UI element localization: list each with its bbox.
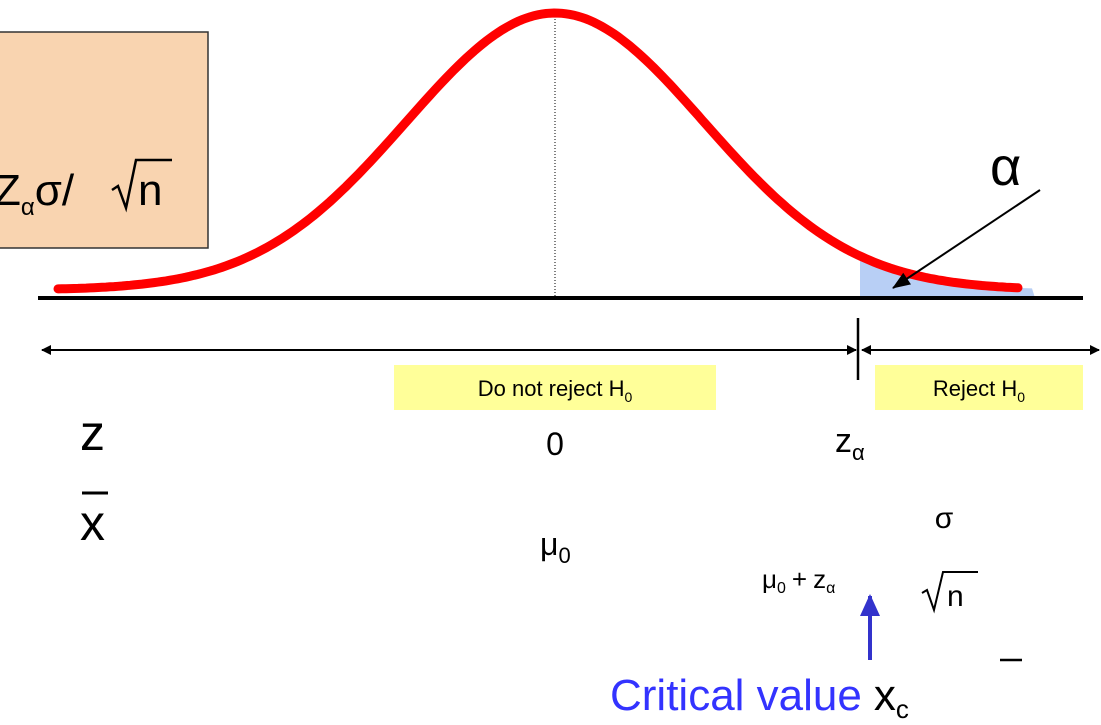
z-axis-label: z (80, 405, 105, 461)
box-radicand: n (138, 166, 162, 215)
alpha-pointer (892, 189, 1041, 289)
critical-sub: c (896, 694, 909, 724)
mu0-sub: 0 (558, 543, 570, 568)
critical-label: Critical value xc (610, 671, 909, 724)
cf-mu-sub: 0 (777, 580, 786, 597)
box-z: Z (0, 166, 21, 215)
box-sub: α (21, 194, 35, 221)
formula-box (0, 31, 209, 249)
normal-curve (53, 8, 1023, 294)
cf-z-sub: α (826, 580, 835, 597)
z-alpha: zα (835, 422, 865, 465)
reject-text: Reject H (933, 376, 1017, 401)
reject-region-label: Reject H0 (933, 376, 1025, 405)
box-formula: Zασ/ (0, 166, 75, 221)
accept-region-label: Do not reject H0 (478, 376, 633, 405)
cf-num: σ (935, 502, 954, 535)
accept-sub: 0 (624, 389, 632, 405)
alpha-label: α (990, 137, 1021, 197)
cf-plus: + (792, 564, 807, 594)
cf-mu: μ (762, 564, 777, 594)
accept-text: Do not reject H (478, 376, 625, 401)
cf-z: z (813, 564, 826, 594)
cf-den: n (947, 580, 964, 613)
accept-region-box (394, 365, 716, 410)
critical-formula: μ0 + zα (762, 564, 835, 597)
box-radical (111, 158, 172, 213)
z-alpha-z: z (835, 422, 852, 460)
xbar-axis-label: x (80, 495, 105, 551)
reject-region-box (875, 365, 1083, 410)
cf-radical (921, 571, 978, 614)
critical-symbol: x (874, 671, 896, 720)
box-rest: σ/ (35, 166, 75, 215)
mu0-mu: μ (540, 526, 558, 562)
z-alpha-sub: α (852, 440, 865, 465)
critical-text: Critical value (610, 671, 862, 720)
reject-sub: 0 (1017, 389, 1025, 405)
mu0: μ0 (540, 526, 571, 568)
z-zero: 0 (546, 426, 564, 462)
